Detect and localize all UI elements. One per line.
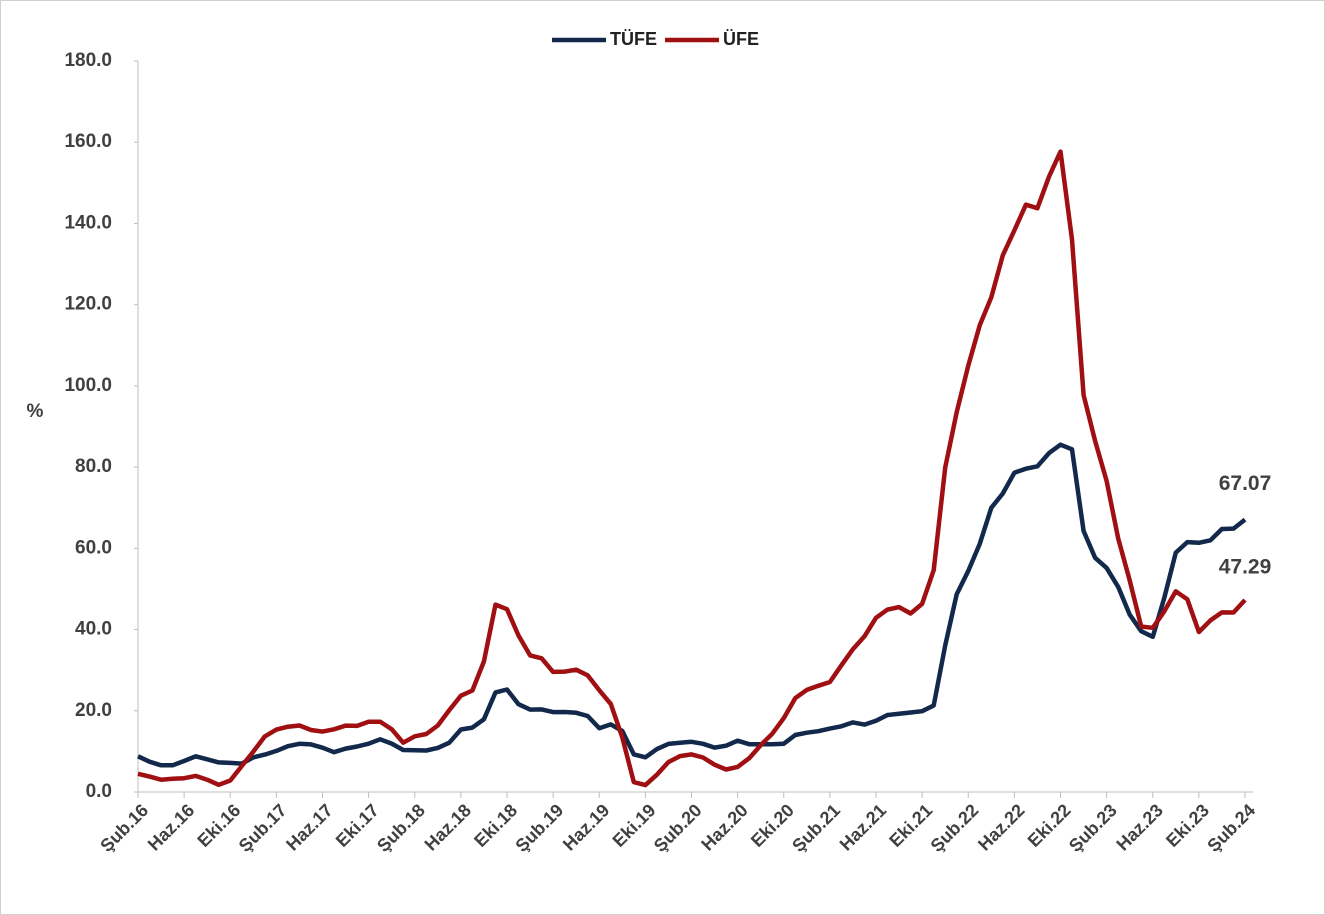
y-tick-label: 160.0 (64, 131, 112, 152)
x-tick-label: Haz.22 (974, 800, 1028, 854)
y-tick-label: 140.0 (64, 212, 112, 233)
x-tick-label: Haz.16 (144, 800, 198, 854)
x-tick-label: Haz.20 (697, 800, 751, 854)
x-tick-label: Şub.17 (235, 800, 291, 856)
x-tick-label: Şub.24 (1203, 800, 1259, 856)
y-tick-label: 20.0 (75, 700, 112, 721)
x-tick-label: Şub.16 (96, 800, 152, 856)
x-tick-label: Şub.21 (788, 800, 844, 856)
x-tick-label: Şub.23 (1065, 800, 1121, 856)
end-value-label: 67.07 (1219, 472, 1272, 495)
y-tick-label: 100.0 (64, 375, 112, 396)
y-tick-label: 0.0 (86, 781, 112, 802)
y-tick-label: 120.0 (64, 294, 112, 315)
x-tick-label: Haz.23 (1112, 800, 1166, 854)
x-tick-label: Haz.21 (836, 800, 890, 854)
x-tick-label: Haz.19 (559, 800, 613, 854)
series-line (137, 442, 1247, 768)
series-line (137, 149, 1247, 788)
y-tick-label: 40.0 (75, 619, 112, 640)
x-tick-label: Haz.18 (421, 800, 475, 854)
y-tick-label: 180.0 (64, 50, 112, 71)
x-tick-label: Şub.19 (511, 800, 567, 856)
x-tick-label: Şub.20 (650, 800, 706, 856)
x-tick-label: Şub.22 (927, 800, 983, 856)
x-tick-label: Şub.18 (373, 800, 429, 856)
x-tick-label: Haz.17 (282, 800, 336, 854)
legend-label: ÜFE (723, 29, 759, 49)
y-tick-label: 80.0 (75, 456, 112, 477)
end-value-label: 47.29 (1219, 555, 1272, 578)
legend-label: TÜFE (610, 29, 657, 49)
y-axis-label: % (27, 401, 44, 422)
y-tick-label: 60.0 (75, 537, 112, 558)
